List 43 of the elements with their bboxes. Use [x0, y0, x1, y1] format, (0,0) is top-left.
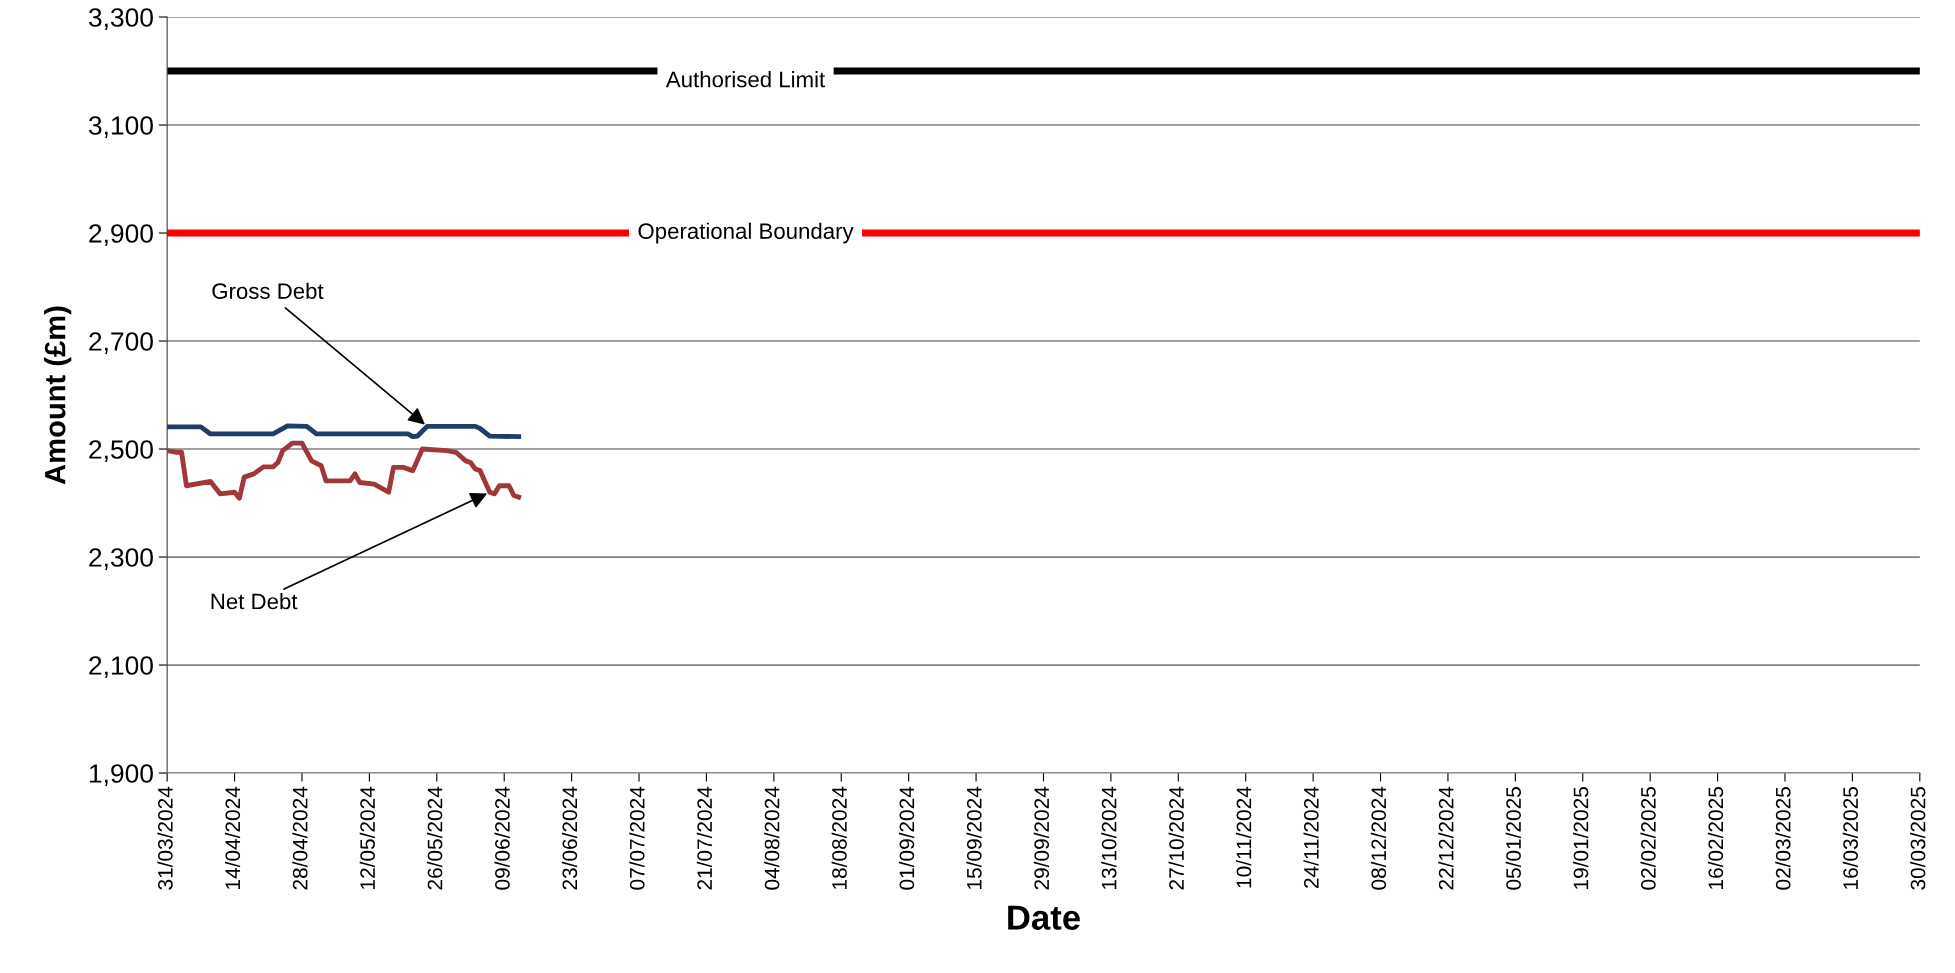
x-tick-label: 16/03/2025 [1842, 787, 1858, 889]
x-tick-label: 04/08/2024 [764, 786, 780, 890]
y-tick-label: 2,700 [89, 332, 153, 354]
x-tick-label: 09/06/2024 [494, 786, 510, 890]
x-tick-label: 05/01/2025 [1505, 787, 1521, 890]
x-tick-label: 02/02/2025 [1640, 787, 1656, 890]
x-tick-label: 15/09/2024 [966, 786, 982, 889]
x-tick-label: 07/07/2024 [629, 786, 645, 890]
x-tick-label: 26/05/2024 [427, 786, 443, 890]
x-tick-label: 08/12/2024 [1370, 786, 1387, 890]
x-tick-label: 10/11/2024 [1236, 786, 1252, 888]
x-tick-label: 18/08/2024 [831, 786, 847, 889]
x-tick-label: 22/12/2024 [1438, 786, 1454, 890]
x-tick-label: 13/10/2024 [1101, 786, 1117, 889]
x-tick-label: 02/03/2025 [1775, 787, 1791, 890]
text: Net Debt [211, 592, 298, 610]
x-tick-label: 12/05/2024 [359, 786, 375, 889]
x-tick-label: 30/03/2025 [1910, 787, 1926, 890]
ref-line-label: Authorised Limit [665, 71, 826, 88]
x-tick-label: 19/01/2025 [1573, 787, 1589, 889]
y-tick-label: 1,900 [89, 764, 153, 786]
x-axis-title: Date [1008, 905, 1080, 930]
y-tick-label: 3,100 [88, 116, 153, 138]
x-tick-label: 01/09/2024 [898, 786, 915, 890]
x-tick-label: 16/02/2025 [1707, 787, 1724, 889]
x-tick-label: 28/04/2024 [292, 786, 308, 890]
x-tick-label: 23/06/2024 [561, 786, 578, 890]
text: Gross Debt [212, 282, 324, 299]
x-tick-label: 14/04/2024 [224, 786, 241, 889]
x-tick-label: 27/10/2024 [1168, 786, 1184, 890]
ref-line-label: Operational Boundary [638, 222, 854, 244]
y-tick-label: 2,900 [89, 224, 153, 246]
x-tick-label: 31/03/2024 [157, 786, 173, 890]
x-tick-label: 29/09/2024 [1033, 786, 1050, 890]
x-tick-label: 24/11/2024 [1303, 786, 1319, 888]
line-series [167, 440, 522, 501]
y-tick-label: 2,100 [89, 656, 153, 678]
y-tick-label: 2,500 [89, 440, 153, 462]
y-tick-label: 2,300 [89, 548, 153, 570]
y-tick-label: 3,300 [88, 8, 153, 30]
line-series [167, 423, 522, 440]
x-tick-label: 21/07/2024 [696, 786, 713, 890]
y-axis-title: Amount (£m) [44, 306, 72, 485]
